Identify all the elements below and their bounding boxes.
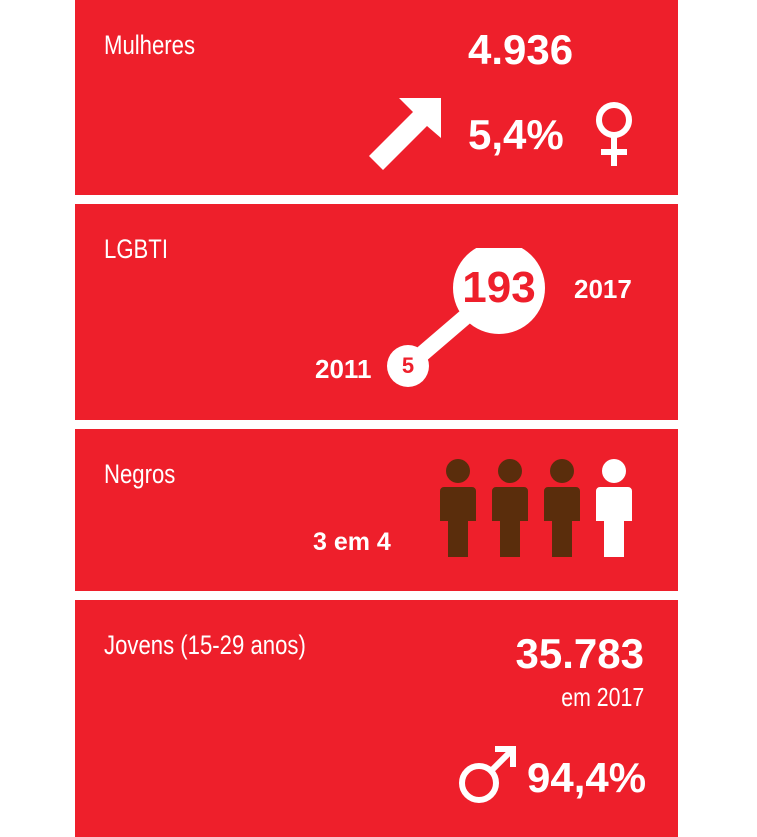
people-icon-row [440, 459, 632, 557]
big-circle [453, 248, 545, 334]
black-label: Negros [104, 459, 176, 489]
lgbti-panel: LGBTI 193 5 2017 2011 [75, 204, 678, 420]
lgbti-value-2011: 5 [401, 353, 415, 378]
black-ratio: 3 em 4 [313, 528, 391, 556]
youth-percent: 94,4% [527, 754, 647, 801]
youth-year-text: em 2017 [561, 682, 644, 712]
youth-label: Jovens (15-29 anos) [104, 630, 306, 660]
male-symbol-icon [459, 746, 516, 803]
lgbti-year-2017: 2017 [574, 274, 632, 304]
youth-count: 35.783 [515, 630, 644, 677]
small-circle [387, 345, 429, 387]
lgbti-year-2011: 2011 [315, 354, 372, 384]
person-icon [492, 459, 528, 557]
lgbti-label: LGBTI [104, 234, 168, 264]
women-count: 4.936 [468, 26, 574, 73]
person-icon [440, 459, 476, 557]
arrow-up-right-icon [369, 98, 441, 170]
women-label: Mulheres [104, 30, 196, 60]
growth-connector-graphic [387, 248, 545, 387]
women-percent: 5,4% [468, 111, 564, 158]
lgbti-value-2017: 193 [462, 263, 536, 312]
black-panel: Negros 3 em 4 [75, 429, 678, 591]
person-icon [596, 459, 632, 557]
women-panel: Mulheres 4.936 5,4% [75, 0, 678, 195]
female-symbol-icon [596, 102, 632, 166]
person-icon [544, 459, 580, 557]
youth-panel: Jovens (15-29 anos) 35.783 em 2017 94,4% [75, 600, 678, 837]
